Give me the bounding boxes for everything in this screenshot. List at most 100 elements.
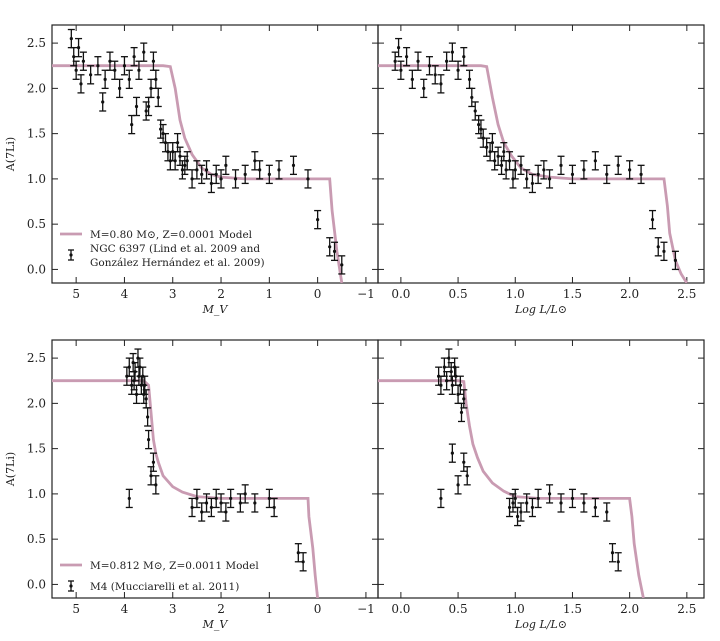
data-marker: [610, 551, 615, 555]
data-point: [447, 361, 455, 382]
data-marker: [185, 159, 189, 163]
data-marker: [616, 560, 620, 564]
data-point: [203, 493, 211, 513]
data-marker: [410, 77, 414, 81]
data-marker: [605, 172, 609, 176]
data-marker: [101, 100, 105, 104]
data-marker: [433, 73, 437, 77]
data-point: [437, 488, 445, 509]
plot-area: [378, 37, 688, 283]
data-marker: [473, 109, 477, 113]
data-point: [454, 60, 462, 80]
data-marker: [134, 392, 139, 396]
data-point: [523, 169, 531, 189]
data-point: [614, 155, 622, 176]
x-tick-label: 1.0: [506, 602, 525, 616]
data-point: [217, 169, 225, 189]
x-tick-label: 0.0: [391, 602, 410, 616]
data-point: [420, 78, 428, 99]
data-point: [275, 160, 283, 180]
data-point: [212, 164, 220, 185]
data-point: [517, 155, 525, 176]
data-point: [654, 237, 662, 257]
data-point: [217, 493, 225, 513]
data-point: [463, 466, 471, 486]
data-point: [534, 488, 542, 509]
data-marker: [593, 159, 597, 163]
data-marker: [511, 501, 515, 505]
data-point: [568, 488, 576, 509]
data-point: [135, 60, 143, 80]
data-point: [289, 155, 297, 176]
data-point: [528, 173, 536, 194]
data-point: [265, 164, 273, 185]
data-marker: [396, 46, 401, 50]
data-marker: [204, 501, 209, 505]
data-point: [101, 69, 109, 90]
legend-data-label: M4 (Mucciarelli et al. 2011): [90, 581, 239, 593]
data-point: [265, 488, 273, 509]
data-marker: [470, 95, 474, 100]
data-marker: [477, 122, 481, 127]
panel-top-right: 0.0 0.5 1.0 1.5 2.0 2.5 Log L/L⊙: [377, 24, 705, 316]
data-point: [77, 74, 85, 94]
data-marker: [662, 249, 666, 253]
data-marker: [258, 168, 262, 172]
data-marker: [209, 181, 213, 186]
x-tick-label: 0.5: [449, 287, 468, 301]
data-marker: [456, 68, 460, 72]
data-point: [304, 169, 312, 189]
data-point: [456, 375, 464, 395]
data-marker: [582, 168, 586, 172]
data-point: [198, 164, 206, 185]
data-marker: [134, 104, 139, 109]
data-marker: [536, 496, 540, 501]
data-point: [140, 42, 148, 62]
data-point: [152, 475, 160, 495]
data-marker: [118, 86, 122, 90]
data-marker: [519, 510, 523, 514]
data-marker: [467, 77, 472, 81]
data-point: [509, 493, 517, 513]
data-marker: [108, 59, 112, 63]
x-axis-title: M_V: [202, 303, 229, 316]
data-point: [557, 155, 565, 176]
data-point: [128, 114, 136, 135]
data-marker: [159, 127, 163, 131]
data-marker: [650, 218, 655, 222]
plot-area: [52, 348, 319, 598]
data-point: [144, 407, 152, 427]
data-marker: [493, 159, 497, 163]
model-curve: [378, 64, 688, 283]
data-point: [241, 164, 249, 185]
data-point: [72, 60, 80, 80]
data-marker: [272, 505, 276, 510]
data-point: [448, 42, 456, 62]
data-marker: [224, 510, 228, 514]
x-tick-label: 2: [217, 602, 225, 616]
panel-top-left: 5 4 3 2 1 0 −1 0.0 0.5 1.0 1.5 2.0 2.5 M_V A(7Li) M=0.8…: [4, 24, 379, 316]
data-marker: [267, 496, 271, 501]
legend-model-label: M=0.812 M⊙, Z=0.0011 Model: [90, 560, 259, 572]
data-marker: [316, 218, 320, 222]
data-marker: [149, 86, 153, 90]
data-point: [251, 151, 259, 171]
data-marker: [513, 168, 517, 172]
data-point: [395, 37, 403, 58]
data-marker: [133, 370, 137, 374]
data-point: [514, 506, 522, 527]
data-point: [222, 155, 230, 176]
data-point: [79, 51, 87, 71]
data-point: [397, 60, 405, 80]
data-point: [193, 160, 201, 180]
data-point: [483, 137, 491, 157]
data-point: [87, 65, 95, 85]
y-tick-label: 0.0: [27, 577, 46, 591]
x-tick-label: 4: [121, 602, 129, 616]
model-curve: [52, 379, 319, 598]
data-marker: [502, 150, 506, 154]
data-marker: [149, 474, 153, 478]
data-point: [626, 160, 634, 180]
data-point: [120, 56, 128, 76]
data-marker: [154, 483, 158, 487]
